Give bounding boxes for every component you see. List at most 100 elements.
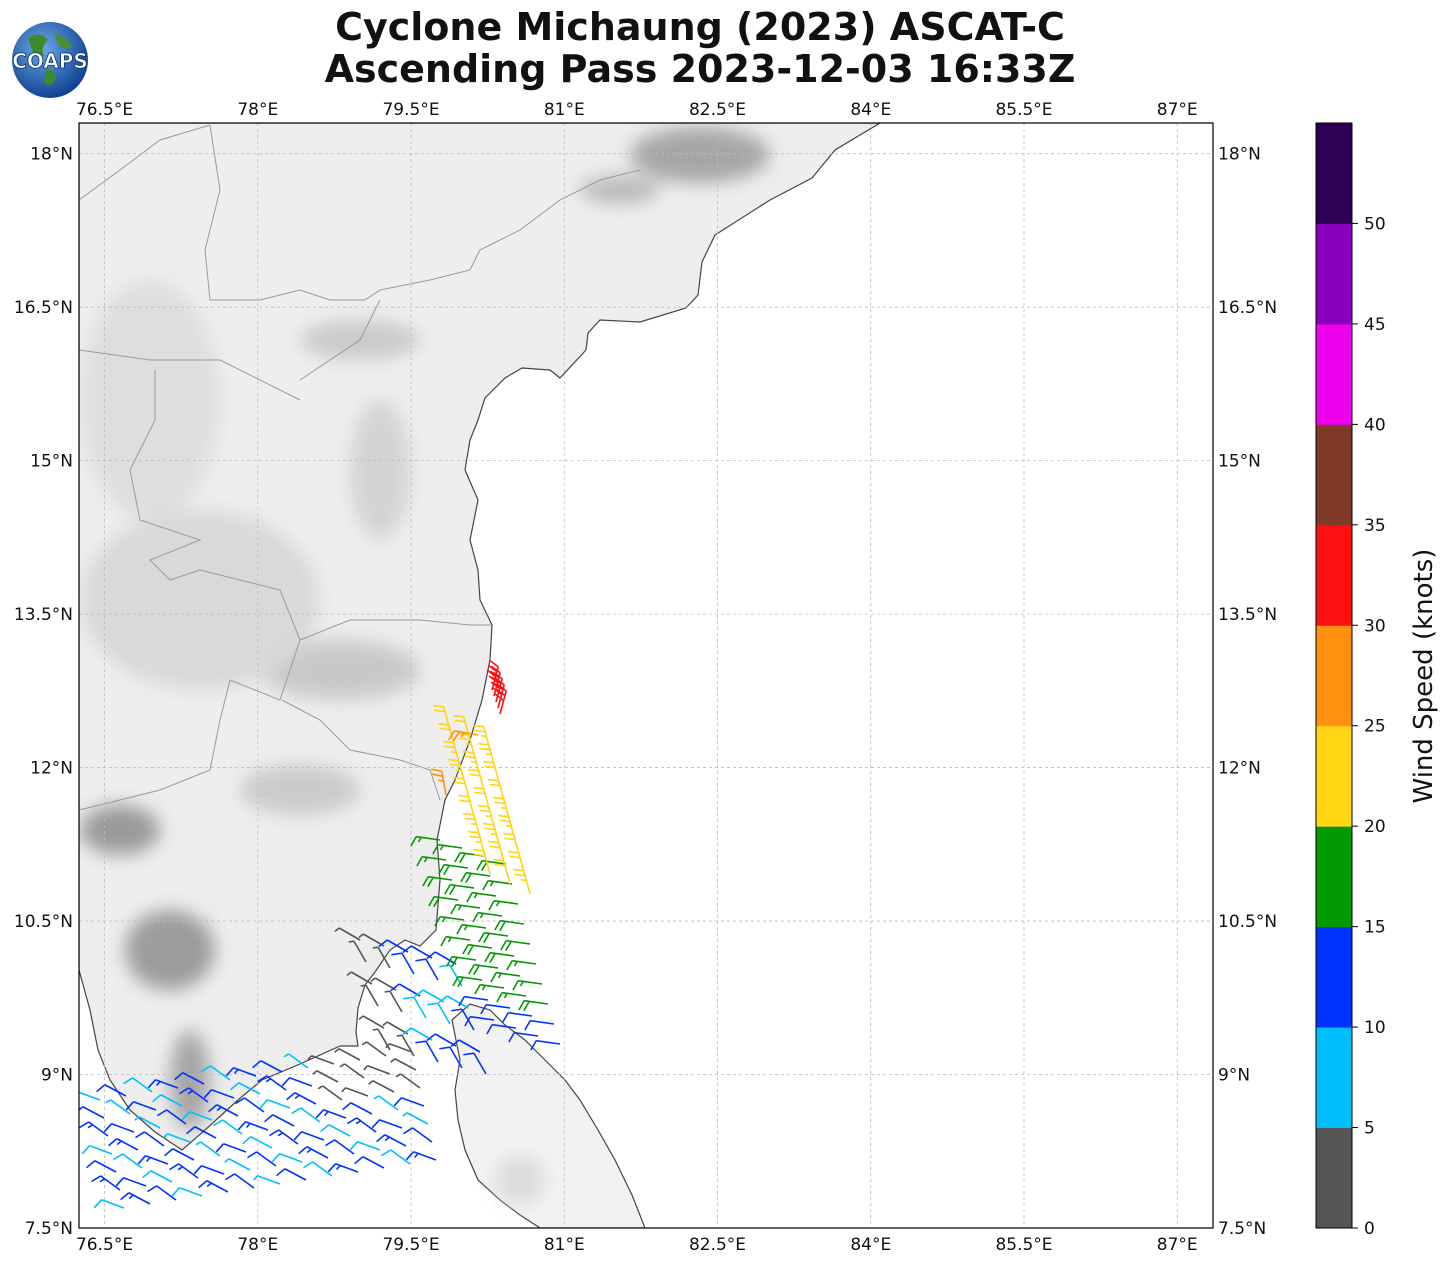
wind-barb — [157, 1109, 187, 1125]
wind-barb — [354, 1156, 385, 1169]
wind-barb — [439, 1046, 463, 1069]
wind-barb — [464, 1015, 495, 1027]
wind-barb — [125, 1101, 157, 1111]
wind-barb — [460, 871, 491, 884]
wind-barb — [208, 1104, 239, 1117]
wind-barb — [179, 1087, 209, 1103]
wind-barb — [225, 1067, 257, 1077]
wind-barb — [247, 1151, 277, 1167]
wind-barb — [186, 1126, 217, 1139]
wind-barb — [252, 1060, 283, 1073]
lat-tick-label-left: 12°N — [30, 759, 73, 779]
wind-barb — [281, 1077, 313, 1087]
lon-tick-label-bottom: 84°E — [850, 1235, 891, 1255]
wind-barb — [303, 1161, 333, 1177]
lat-tick-label-left: 9°N — [41, 1066, 73, 1086]
wind-barb — [370, 977, 397, 991]
wind-barb — [371, 1119, 403, 1129]
wind-barb — [276, 1168, 307, 1181]
lon-tick-label-top: 79.5°E — [382, 100, 439, 120]
wind-barb — [307, 1055, 335, 1065]
wind-barb — [312, 1070, 339, 1083]
wind-barb — [414, 989, 445, 1003]
lon-tick-label-top: 78°E — [237, 100, 278, 120]
lat-tick-label-left: 15°N — [30, 452, 73, 472]
lat-tick-label-left: 16.5°N — [14, 298, 73, 318]
wind-barb — [264, 1114, 295, 1127]
wind-barb — [438, 995, 469, 1009]
colorbar-segment — [1316, 926, 1352, 1028]
wind-barb — [428, 895, 459, 908]
wind-barb — [171, 1187, 203, 1197]
lon-tick-label-bottom: 82.5°E — [689, 1235, 746, 1255]
axis-ticks: 76.5°E 76.5°E 78°E 78°E 79.5°E 79.5°E 81°E 81°E… — [14, 100, 1277, 1255]
wind-barb — [113, 1153, 143, 1169]
wind-barb — [213, 1119, 243, 1135]
wind-barb — [384, 990, 403, 1013]
colorbar-segment — [1316, 123, 1352, 224]
wind-barb — [361, 1041, 387, 1057]
lat-tick-label-right: 12°N — [1218, 759, 1261, 779]
colorbar-segment — [1316, 223, 1352, 325]
logo-text: COAPS — [12, 49, 88, 73]
wind-barb — [518, 999, 549, 1012]
wind-barb — [378, 939, 409, 953]
wind-barb — [341, 1087, 369, 1097]
lat-tick-label-right: 16.5°N — [1218, 298, 1277, 318]
wind-barb — [390, 1058, 417, 1071]
wind-barb — [395, 1073, 421, 1089]
lat-tick-label-left: 18°N — [30, 145, 73, 165]
wind-barb — [426, 951, 457, 965]
wind-barb — [96, 1084, 127, 1097]
wind-barb — [360, 984, 379, 1007]
wind-barb — [79, 1106, 105, 1119]
wind-barb — [327, 1163, 359, 1173]
wind-barb — [390, 983, 421, 997]
wind-barb — [115, 1177, 147, 1187]
wind-barb — [215, 1143, 247, 1153]
wind-barb — [458, 995, 489, 1007]
wind-barb — [524, 1019, 555, 1031]
wind-barb — [462, 943, 493, 956]
wind-barb — [259, 1099, 291, 1109]
lat-tick-label-right: 7.5°N — [1218, 1219, 1266, 1239]
wind-barb — [230, 1082, 261, 1095]
wind-barb — [415, 1040, 439, 1063]
colorbar: 0 5 10 15 20 25 30 35 40 45 50 — [1315, 122, 1386, 1239]
colorbar-tick-label: 45 — [1364, 315, 1386, 335]
map-frame — [78, 122, 1214, 1229]
wind-barb — [225, 1173, 255, 1189]
wind-barb — [293, 1131, 325, 1141]
wind-barb — [484, 951, 515, 964]
wind-barb — [198, 1180, 229, 1193]
india-landmass — [79, 123, 882, 1151]
coaps-logo: COAPS — [12, 22, 88, 98]
wind-barb — [376, 1134, 407, 1147]
wind-barb — [468, 963, 499, 976]
wind-barb — [201, 1065, 231, 1081]
wind-barb — [500, 939, 531, 952]
wind-barb — [410, 835, 441, 847]
wind-barb — [334, 927, 361, 941]
colorbar-segment — [1316, 826, 1352, 928]
wind-barb — [381, 1149, 411, 1165]
wind-barb — [472, 911, 503, 923]
wind-barb — [372, 946, 391, 969]
wind-barb — [422, 875, 453, 888]
colorbar-tick-label: 10 — [1364, 1018, 1386, 1038]
wind-barb — [506, 959, 537, 971]
wind-barb — [462, 750, 481, 777]
wind-barb — [456, 923, 487, 935]
wind-barb — [488, 899, 519, 911]
wind-barb — [103, 1123, 135, 1133]
lon-tick-label-bottom: 78°E — [237, 1235, 278, 1255]
colorbar-tick-label: 50 — [1364, 214, 1386, 234]
wind-barb — [402, 1027, 433, 1041]
wind-barb — [446, 955, 477, 968]
wind-barb — [91, 1175, 121, 1191]
wind-barb — [452, 975, 483, 988]
lon-tick-label-top: 81°E — [544, 100, 585, 120]
wind-barb — [486, 1023, 517, 1035]
lon-tick-label-top: 87°E — [1157, 100, 1198, 120]
wind-barb — [502, 1011, 533, 1023]
